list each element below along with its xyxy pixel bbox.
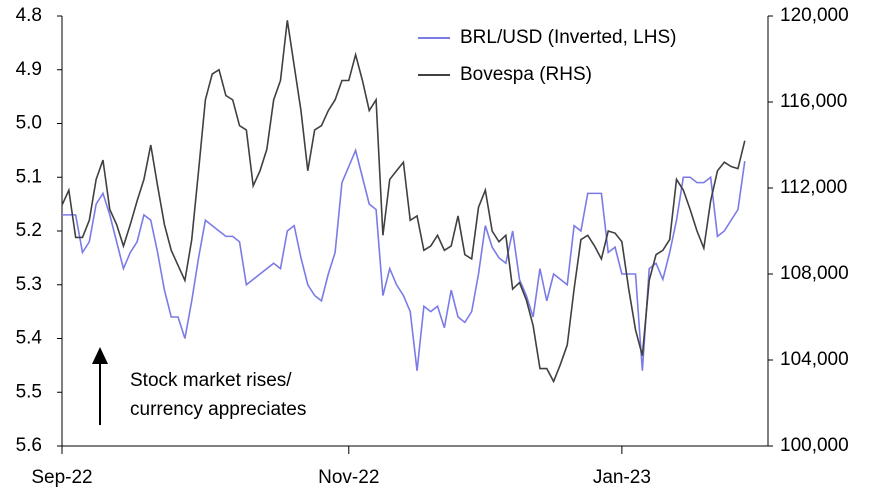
x-tick-label: Jan-23 (593, 467, 651, 488)
legend-label: BRL/USD (Inverted, LHS) (460, 27, 676, 48)
y2-tick-label: 112,000 (780, 177, 847, 198)
y-tick-label: 5.4 (16, 328, 43, 349)
annotation-arrowhead (92, 347, 108, 364)
y-tick-label: 4.9 (16, 59, 42, 80)
y-tick-label: 5.2 (16, 220, 42, 241)
series-line (61, 20, 746, 384)
y-tick-label: 4.8 (16, 5, 42, 26)
y-tick-label: 5.0 (16, 113, 42, 134)
y2-tick-label: 120,000 (780, 5, 849, 26)
y2-tick-label: 104,000 (780, 349, 849, 370)
x-tick-label: Nov-22 (318, 467, 379, 488)
y2-tick-label: 108,000 (780, 263, 849, 284)
y-tick-label: 5.1 (16, 166, 42, 187)
y2-tick-label: 100,000 (780, 435, 849, 456)
y-tick-label: 5.3 (16, 274, 42, 295)
annotation: currency appreciates (130, 399, 306, 420)
annotation: Stock market rises/ (130, 370, 292, 391)
y-tick-label: 5.5 (16, 381, 42, 402)
x-tick-label: Sep-22 (31, 467, 92, 488)
legend-label: Bovespa (RHS) (460, 64, 592, 85)
y-tick-label: 5.6 (16, 435, 42, 456)
series-line (62, 147, 746, 371)
y2-tick-label: 116,000 (780, 91, 847, 112)
